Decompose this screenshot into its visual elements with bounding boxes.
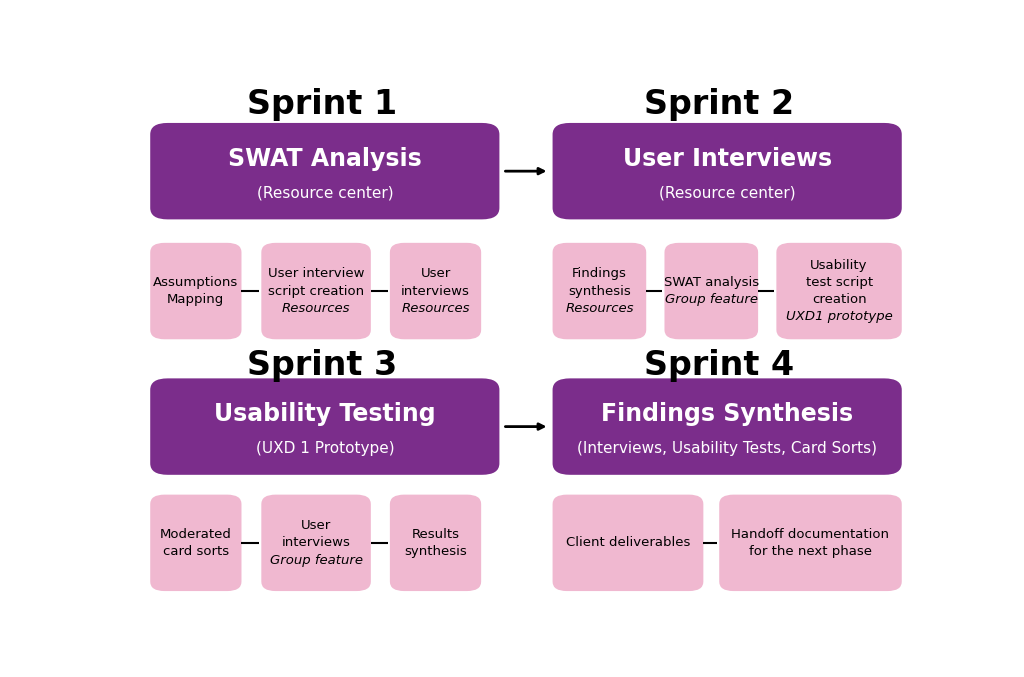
Text: (Resource center): (Resource center) — [658, 186, 796, 201]
Text: UXD1 prototype: UXD1 prototype — [785, 310, 893, 324]
Text: Sprint 2: Sprint 2 — [644, 88, 795, 121]
Text: test script: test script — [806, 276, 872, 289]
Text: Sprint 3: Sprint 3 — [248, 349, 397, 382]
Text: synthesis: synthesis — [568, 284, 631, 298]
Text: (Resource center): (Resource center) — [256, 186, 393, 201]
FancyBboxPatch shape — [553, 243, 646, 339]
Text: Client deliverables: Client deliverables — [566, 536, 690, 549]
Text: for the next phase: for the next phase — [749, 545, 872, 558]
FancyBboxPatch shape — [151, 378, 500, 475]
Text: Usability: Usability — [810, 259, 867, 271]
FancyBboxPatch shape — [261, 495, 371, 591]
FancyBboxPatch shape — [665, 243, 758, 339]
Text: Findings: Findings — [572, 267, 627, 280]
Text: synthesis: synthesis — [404, 545, 467, 558]
Text: User interview: User interview — [268, 267, 365, 280]
Text: (UXD 1 Prototype): (UXD 1 Prototype) — [256, 441, 394, 456]
Text: Assumptions: Assumptions — [154, 276, 239, 289]
Text: Results: Results — [412, 528, 460, 541]
FancyBboxPatch shape — [776, 243, 902, 339]
Text: User: User — [301, 519, 331, 532]
Text: SWAT analysis: SWAT analysis — [664, 276, 759, 289]
FancyBboxPatch shape — [390, 243, 481, 339]
Text: Group feature: Group feature — [665, 293, 758, 306]
Text: Mapping: Mapping — [167, 293, 224, 306]
Text: interviews: interviews — [401, 284, 470, 298]
Text: (Interviews, Usability Tests, Card Sorts): (Interviews, Usability Tests, Card Sorts… — [578, 441, 878, 456]
Text: Sprint 4: Sprint 4 — [644, 349, 795, 382]
FancyBboxPatch shape — [151, 243, 242, 339]
Text: Handoff documentation: Handoff documentation — [731, 528, 890, 541]
Text: SWAT Analysis: SWAT Analysis — [228, 147, 422, 171]
Text: card sorts: card sorts — [163, 545, 229, 558]
Text: User: User — [421, 267, 451, 280]
FancyBboxPatch shape — [553, 123, 902, 219]
Text: Resources: Resources — [401, 302, 470, 315]
Text: Sprint 1: Sprint 1 — [248, 88, 397, 121]
Text: script creation: script creation — [268, 284, 365, 298]
Text: Resources: Resources — [565, 302, 634, 315]
Text: Usability Testing: Usability Testing — [214, 402, 435, 426]
FancyBboxPatch shape — [719, 495, 902, 591]
FancyBboxPatch shape — [261, 243, 371, 339]
Text: interviews: interviews — [282, 536, 350, 549]
FancyBboxPatch shape — [151, 123, 500, 219]
Text: User Interviews: User Interviews — [623, 147, 831, 171]
FancyBboxPatch shape — [151, 495, 242, 591]
Text: creation: creation — [812, 293, 866, 306]
Text: Group feature: Group feature — [269, 554, 362, 567]
Text: Findings Synthesis: Findings Synthesis — [601, 402, 853, 426]
Text: Resources: Resources — [282, 302, 350, 315]
Text: Moderated: Moderated — [160, 528, 231, 541]
FancyBboxPatch shape — [553, 378, 902, 475]
FancyBboxPatch shape — [553, 495, 703, 591]
FancyBboxPatch shape — [390, 495, 481, 591]
